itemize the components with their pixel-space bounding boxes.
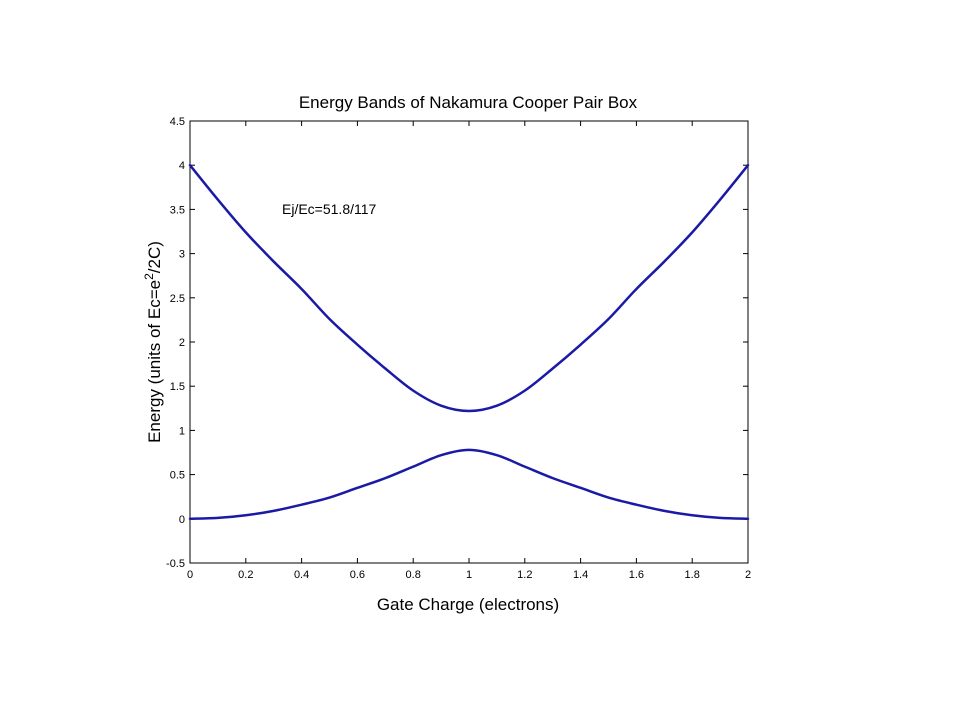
- y-tick-label: 3: [179, 249, 185, 261]
- y-tick-label: 0: [179, 514, 185, 526]
- series-group: [188, 163, 750, 521]
- x-tick-label: 0.8: [406, 569, 421, 581]
- x-tick-label: 1.4: [573, 569, 588, 581]
- y-tick-label: 1.5: [170, 381, 185, 393]
- x-tick-label: 1.6: [629, 569, 644, 581]
- y-tick-label: 2: [179, 337, 185, 349]
- y-axis-label-suffix: /2C): [145, 241, 164, 273]
- x-tick-label: 0: [187, 569, 193, 581]
- x-axis-label: Gate Charge (electrons): [377, 595, 559, 614]
- y-axis-label-main: Energy (units of Ec=e: [145, 280, 164, 443]
- x-tick-label: 0.6: [350, 569, 365, 581]
- y-axis-label: Energy (units of Ec=e2/2C): [142, 241, 164, 443]
- lower-band-line: [188, 448, 750, 521]
- x-tick-label: 2: [745, 569, 751, 581]
- chart-title: Energy Bands of Nakamura Cooper Pair Box: [299, 93, 638, 112]
- x-tick-label: 0.4: [294, 569, 309, 581]
- y-tick-label: 2.5: [170, 293, 185, 305]
- x-tick-label: 1.2: [517, 569, 532, 581]
- y-axis: -0.5 0 0.5 1 1.5 2 2.5 3 3.5 4 4.5: [166, 116, 748, 570]
- y-tick-label: 4: [179, 160, 185, 172]
- x-tick-label: 0.2: [238, 569, 253, 581]
- y-tick-label: -0.5: [166, 558, 185, 570]
- x-axis: 0 0.2 0.4 0.6 0.8 1 1.2 1.4 1.6 1.8 2: [187, 121, 751, 581]
- x-tick-label: 1.8: [685, 569, 700, 581]
- x-tick-label: 1: [466, 569, 472, 581]
- plot-frame: [189, 120, 749, 564]
- annotation: Ej/Ec=51.8/117: [282, 201, 377, 217]
- upper-band-line: [188, 163, 750, 413]
- y-tick-label: 3.5: [170, 204, 185, 216]
- y-axis-label-superscript: 2: [142, 273, 156, 280]
- y-tick-label: 0.5: [170, 470, 185, 482]
- y-tick-label: 1: [179, 425, 185, 437]
- y-tick-label: 4.5: [170, 116, 185, 128]
